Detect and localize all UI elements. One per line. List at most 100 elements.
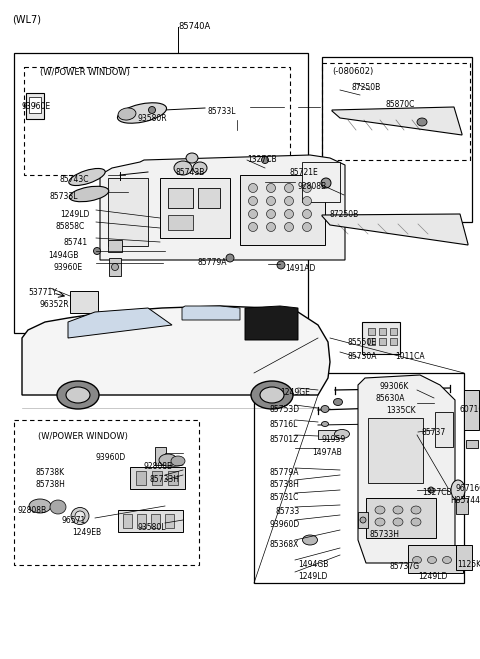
Text: 85733H: 85733H: [150, 475, 180, 484]
Text: 85870C: 85870C: [385, 100, 414, 109]
Bar: [168, 188, 193, 208]
Text: 92808B: 92808B: [143, 462, 172, 471]
Bar: [302, 162, 340, 202]
Ellipse shape: [94, 248, 100, 254]
Polygon shape: [100, 155, 345, 260]
Bar: [123, 514, 132, 528]
Ellipse shape: [266, 183, 276, 192]
Bar: [390, 338, 397, 345]
Bar: [322, 63, 470, 160]
Bar: [368, 338, 375, 345]
Ellipse shape: [118, 103, 167, 123]
Text: 85858C: 85858C: [55, 222, 84, 231]
Ellipse shape: [375, 506, 385, 514]
Bar: [379, 338, 386, 345]
Bar: [435, 412, 453, 447]
Text: 93580L: 93580L: [138, 523, 167, 532]
Bar: [358, 512, 368, 528]
Ellipse shape: [249, 223, 257, 231]
Bar: [456, 545, 472, 570]
Text: 85753D: 85753D: [270, 405, 300, 414]
Ellipse shape: [266, 210, 276, 219]
Bar: [318, 430, 338, 439]
Ellipse shape: [29, 499, 51, 513]
Text: 96571: 96571: [62, 516, 86, 525]
Ellipse shape: [57, 381, 99, 409]
Ellipse shape: [417, 118, 427, 126]
Ellipse shape: [285, 223, 293, 231]
Bar: [152, 471, 162, 485]
Text: 85368X: 85368X: [270, 540, 300, 549]
Text: 1249EB: 1249EB: [72, 528, 101, 537]
Text: 85701Z: 85701Z: [270, 435, 300, 444]
Text: 85779A: 85779A: [270, 468, 300, 477]
Bar: [29, 97, 41, 113]
Text: 99306K: 99306K: [380, 382, 409, 391]
Bar: [70, 291, 98, 313]
Text: 85550E: 85550E: [348, 338, 377, 347]
Ellipse shape: [443, 556, 452, 563]
Ellipse shape: [66, 387, 90, 403]
Ellipse shape: [451, 480, 465, 500]
Polygon shape: [68, 308, 172, 338]
Polygon shape: [322, 214, 468, 245]
Text: (W/POWER WINDOW): (W/POWER WINDOW): [40, 68, 130, 77]
Bar: [408, 545, 463, 573]
Text: 85737G: 85737G: [390, 562, 420, 571]
Text: 93580R: 93580R: [138, 114, 168, 123]
Bar: [165, 514, 174, 528]
Ellipse shape: [302, 223, 312, 231]
Text: 93960D: 93960D: [95, 453, 125, 462]
Ellipse shape: [174, 161, 192, 175]
Bar: [118, 510, 183, 532]
Ellipse shape: [393, 506, 403, 514]
Bar: [14, 420, 199, 565]
Text: 93960E: 93960E: [22, 102, 51, 111]
Polygon shape: [245, 306, 298, 340]
Ellipse shape: [334, 399, 343, 405]
Ellipse shape: [171, 456, 185, 466]
Ellipse shape: [428, 556, 436, 563]
Bar: [108, 240, 122, 252]
Text: H85744: H85744: [450, 496, 480, 505]
Text: 1327CB: 1327CB: [247, 155, 276, 164]
Text: 85779A: 85779A: [198, 258, 228, 267]
Bar: [362, 322, 400, 354]
Ellipse shape: [302, 183, 312, 192]
Ellipse shape: [226, 254, 234, 262]
Bar: [390, 328, 397, 335]
Bar: [466, 440, 478, 448]
Ellipse shape: [50, 500, 66, 514]
Bar: [464, 390, 479, 430]
Bar: [136, 471, 146, 485]
Polygon shape: [332, 107, 462, 135]
Text: 87250B: 87250B: [351, 83, 380, 92]
Polygon shape: [182, 306, 240, 320]
Bar: [137, 514, 146, 528]
Bar: [168, 215, 193, 230]
Bar: [456, 498, 468, 514]
Text: 85630A: 85630A: [375, 394, 405, 403]
Ellipse shape: [249, 210, 257, 219]
Ellipse shape: [266, 196, 276, 206]
Text: 92808B: 92808B: [18, 506, 47, 515]
Ellipse shape: [71, 507, 89, 525]
Bar: [368, 328, 375, 335]
Ellipse shape: [69, 169, 105, 186]
Text: 85741: 85741: [63, 238, 87, 247]
Ellipse shape: [251, 381, 293, 409]
Text: 96352R: 96352R: [40, 300, 70, 309]
Bar: [198, 188, 220, 208]
Bar: [254, 373, 464, 583]
Text: 85738H: 85738H: [270, 480, 300, 489]
Text: 92808B: 92808B: [298, 182, 327, 191]
Bar: [368, 418, 423, 483]
Text: 93960D: 93960D: [270, 520, 300, 529]
Text: 1327CB: 1327CB: [422, 488, 452, 497]
Ellipse shape: [262, 156, 268, 163]
Ellipse shape: [412, 556, 421, 563]
Polygon shape: [358, 375, 455, 563]
Text: 1494GB: 1494GB: [298, 560, 328, 569]
Bar: [366, 498, 436, 538]
Ellipse shape: [285, 210, 293, 219]
